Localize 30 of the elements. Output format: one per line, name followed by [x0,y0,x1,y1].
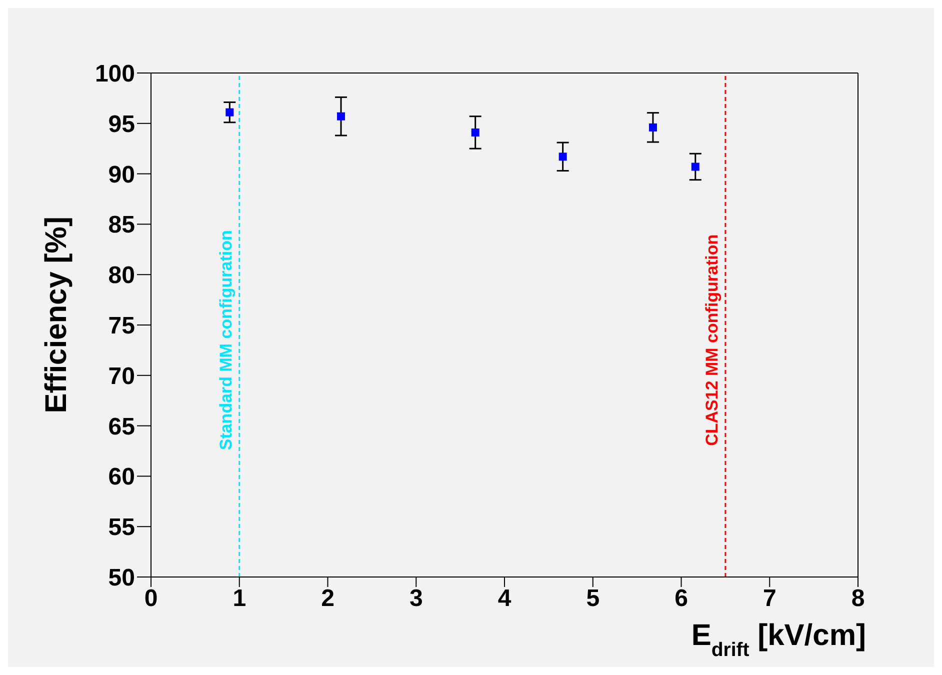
ref-line-label: Standard MM configuration [216,230,236,450]
x-tick-label: 4 [498,585,512,612]
x-axis-title: E$_{drift}$ [kV/cm] [691,619,866,661]
x-tick-label: 3 [409,585,423,612]
x-tick-label: 5 [586,585,600,612]
y-tick-label: 50 [108,564,135,592]
point [648,123,657,132]
x-tick-label: 1 [232,585,246,612]
point [558,152,567,161]
ref-line-label: CLAS12 MM configuration [702,234,722,446]
y-tick-label: 85 [108,212,135,239]
y-tick-label: 60 [108,464,135,491]
x-tick-label: 7 [762,585,776,612]
x-tick-label: 8 [851,585,865,612]
point [337,112,346,120]
y-tick-label: 95 [108,110,135,138]
y-tick-label: 65 [108,413,135,440]
y-axis-title: Efficiency [%] [40,216,73,414]
y-tick-label: 90 [108,161,135,188]
y-tick-label: 70 [108,362,135,390]
x-tick-label: 6 [674,585,688,612]
point [226,108,234,116]
y-tick-label: 80 [108,262,135,290]
y-tick-label: 100 [94,60,135,88]
point [471,128,480,136]
point [691,162,700,171]
x-tick-label: 0 [144,585,158,612]
y-tick-label: 55 [108,514,135,542]
x-tick-label: 2 [321,585,334,612]
y-tick-label: 75 [108,312,135,340]
